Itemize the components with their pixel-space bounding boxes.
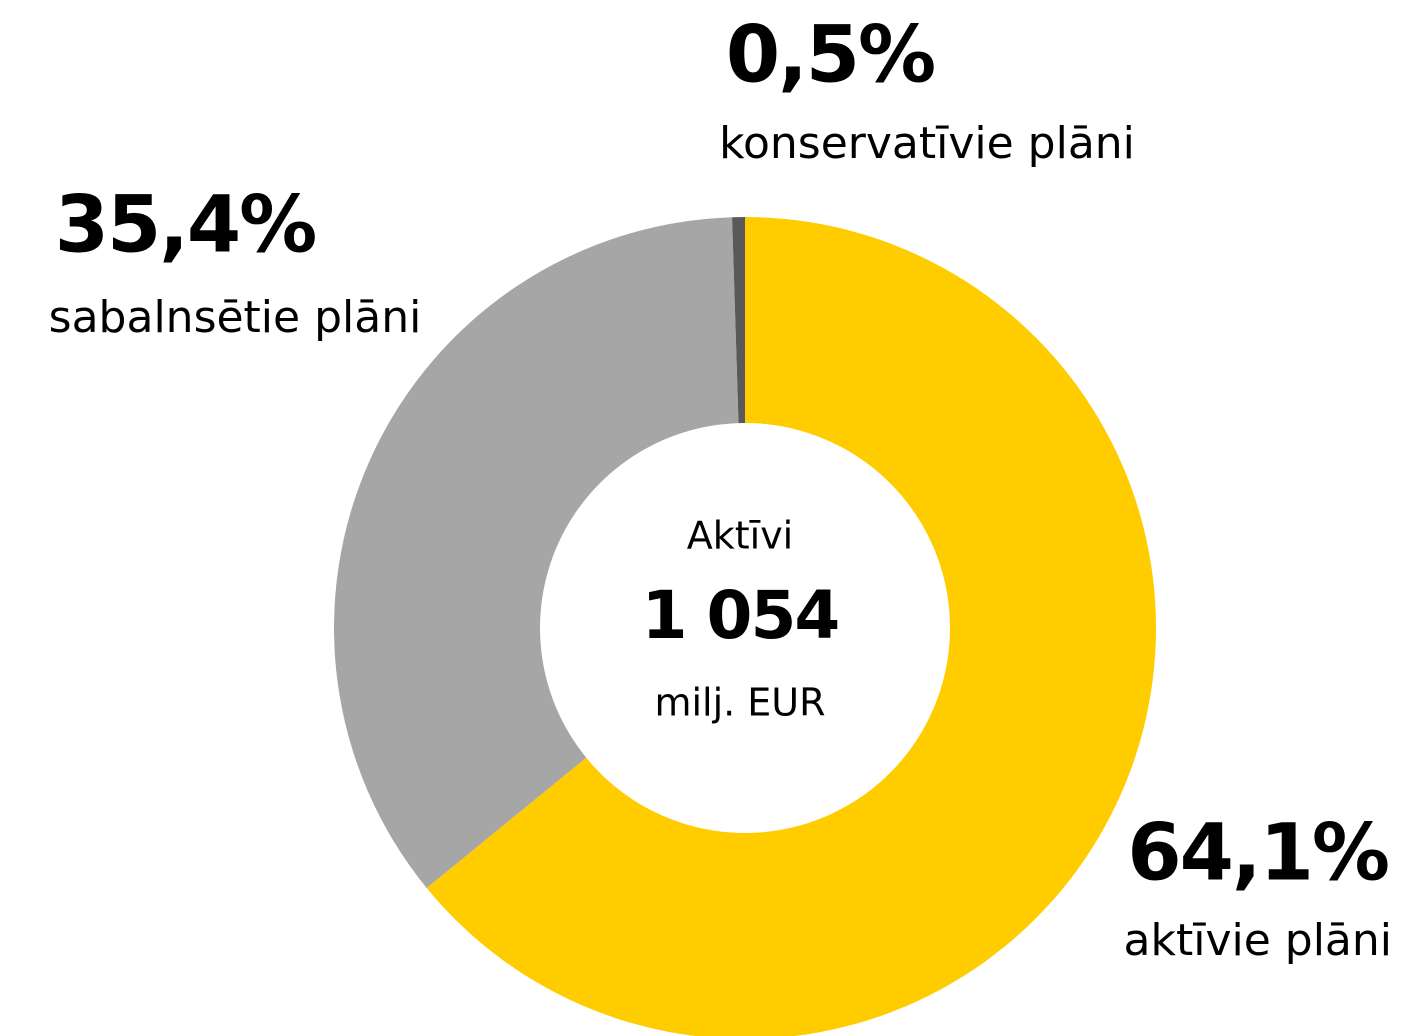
center-total: 1 054 — [642, 577, 839, 654]
center-unit: milj. EUR — [654, 681, 825, 725]
value-label: 0,5% — [726, 10, 934, 100]
slice — [334, 217, 739, 888]
center-title: Aktīvi — [687, 514, 794, 558]
slice — [732, 217, 745, 424]
value-label: 64,1% — [1127, 808, 1388, 898]
category-label: konservatīvie plāni — [719, 118, 1135, 169]
slice — [426, 217, 1156, 1036]
category-label: sabalnsētie plāni — [49, 292, 422, 343]
category-label: aktīvie plāni — [1124, 915, 1392, 966]
donut — [334, 217, 1156, 1036]
value-label: 35,4% — [55, 180, 316, 270]
